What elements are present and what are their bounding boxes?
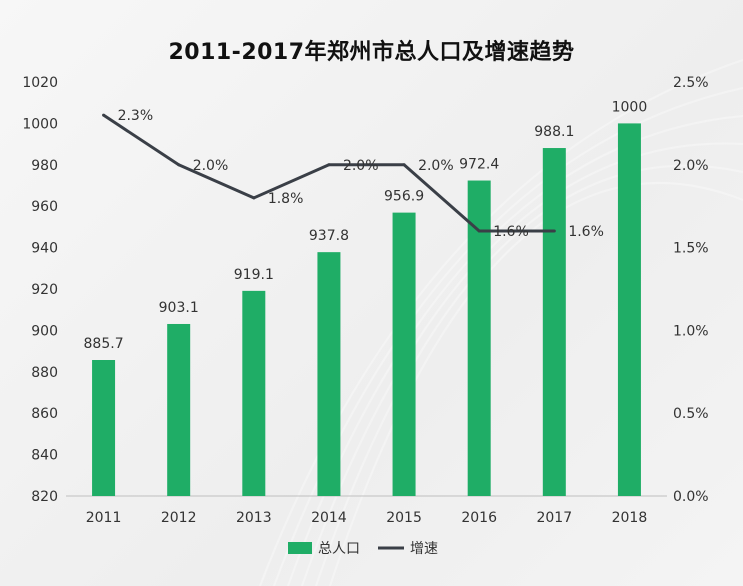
x-tick-label: 2016 xyxy=(461,510,497,526)
line-data-label: 2.0% xyxy=(343,158,379,174)
line-point xyxy=(402,163,406,167)
bar xyxy=(167,323,191,496)
legend-swatch-bar xyxy=(288,542,312,554)
bar xyxy=(392,212,416,496)
bar-data-label: 1000 xyxy=(612,99,648,115)
y-left-tick-label: 1020 xyxy=(22,75,58,91)
legend-label-bar: 总人口 xyxy=(318,541,360,557)
y-left-tick-label: 860 xyxy=(31,406,58,422)
y-left-tick-label: 1000 xyxy=(22,116,58,132)
y-right-tick-label: 0.0% xyxy=(673,489,709,505)
y-left-tick-label: 880 xyxy=(31,365,58,381)
bar-data-label: 972.4 xyxy=(459,157,499,173)
x-tick-label: 2012 xyxy=(161,510,197,526)
x-tick-label: 2011 xyxy=(86,510,122,526)
background-swirl-line xyxy=(287,115,743,586)
bar-data-label: 956.9 xyxy=(384,189,424,205)
line-point xyxy=(552,229,556,233)
y-right-tick-label: 0.5% xyxy=(673,406,709,422)
y-left-tick-label: 900 xyxy=(31,323,58,339)
background-swirl-line xyxy=(329,182,743,586)
bar xyxy=(317,252,341,496)
bar-data-label: 937.8 xyxy=(309,228,349,244)
line-point xyxy=(477,229,481,233)
line-point xyxy=(252,196,256,200)
y-left-tick-label: 840 xyxy=(31,448,58,464)
line-point xyxy=(177,163,181,167)
line-data-label: 2.0% xyxy=(418,158,454,174)
x-tick-label: 2014 xyxy=(311,510,347,526)
line-data-label: 1.6% xyxy=(493,224,529,240)
bar-data-label: 885.7 xyxy=(84,336,124,352)
y-left-tick-label: 920 xyxy=(31,282,58,298)
y-right-tick-label: 2.5% xyxy=(673,75,709,91)
line-point xyxy=(327,163,331,167)
background-swirl-line xyxy=(301,142,743,586)
y-left-tick-label: 980 xyxy=(31,158,58,174)
bar xyxy=(92,360,116,496)
y-left-tick-label: 960 xyxy=(31,199,58,215)
bar xyxy=(542,148,566,496)
x-tick-label: 2013 xyxy=(236,510,272,526)
legend-label-line: 增速 xyxy=(410,541,438,557)
y-right-tick-label: 1.0% xyxy=(673,323,709,339)
chart-title: 2011-2017年郑州市总人口及增速趋势 xyxy=(168,40,575,65)
bar xyxy=(617,123,641,497)
bar xyxy=(242,290,266,496)
x-tick-label: 2017 xyxy=(536,510,572,526)
background-swirl-line xyxy=(259,59,743,586)
line-data-label: 2.0% xyxy=(193,158,229,174)
bar xyxy=(467,180,491,497)
line-data-label: 2.3% xyxy=(118,108,154,124)
x-tick-label: 2015 xyxy=(386,510,422,526)
line-point xyxy=(102,113,106,117)
y-right-tick-label: 1.5% xyxy=(673,241,709,257)
y-left-tick-label: 820 xyxy=(31,489,58,505)
background-swirl-line xyxy=(315,164,743,586)
bar-data-label: 903.1 xyxy=(159,300,199,316)
line-data-label: 1.8% xyxy=(268,191,304,207)
y-left-tick-label: 940 xyxy=(31,241,58,257)
bar-data-label: 919.1 xyxy=(234,267,274,283)
line-data-label: 1.6% xyxy=(568,224,604,240)
x-tick-label: 2018 xyxy=(612,510,648,526)
bar-data-label: 988.1 xyxy=(534,124,574,140)
y-right-tick-label: 2.0% xyxy=(673,158,709,174)
